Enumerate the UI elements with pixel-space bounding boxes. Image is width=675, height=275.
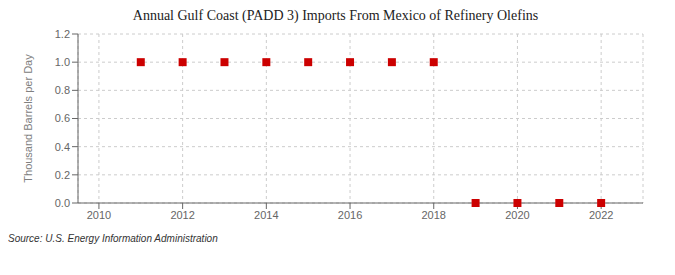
html-text:Source: U.S. Energy Informatio: Source: U.S. Energy Information Administ… [8, 233, 218, 244]
svg-text:0.8: 0.8 [55, 84, 70, 96]
svg-text:0.2: 0.2 [55, 169, 70, 181]
svg-text:2014: 2014 [254, 209, 278, 221]
svg-text:0.4: 0.4 [55, 141, 70, 153]
svg-text:2022: 2022 [589, 209, 613, 221]
svg-text:Thousand Barrels per Day: Thousand Barrels per Day [22, 54, 34, 183]
svg-text:2016: 2016 [338, 209, 362, 221]
svg-text:0.6: 0.6 [55, 112, 70, 124]
svg-text:2012: 2012 [170, 209, 194, 221]
html-text:Annual Gulf Coast (PADD 3) Imp: Annual Gulf Coast (PADD 3) Imports From … [132, 8, 539, 23]
svg-text:1.0: 1.0 [55, 56, 70, 68]
svg-text:0.0: 0.0 [55, 197, 70, 209]
svg-text:2018: 2018 [421, 209, 445, 221]
svg-text:2020: 2020 [505, 209, 529, 221]
svg-text:1.2: 1.2 [55, 28, 70, 40]
svg-text:2010: 2010 [87, 209, 111, 221]
